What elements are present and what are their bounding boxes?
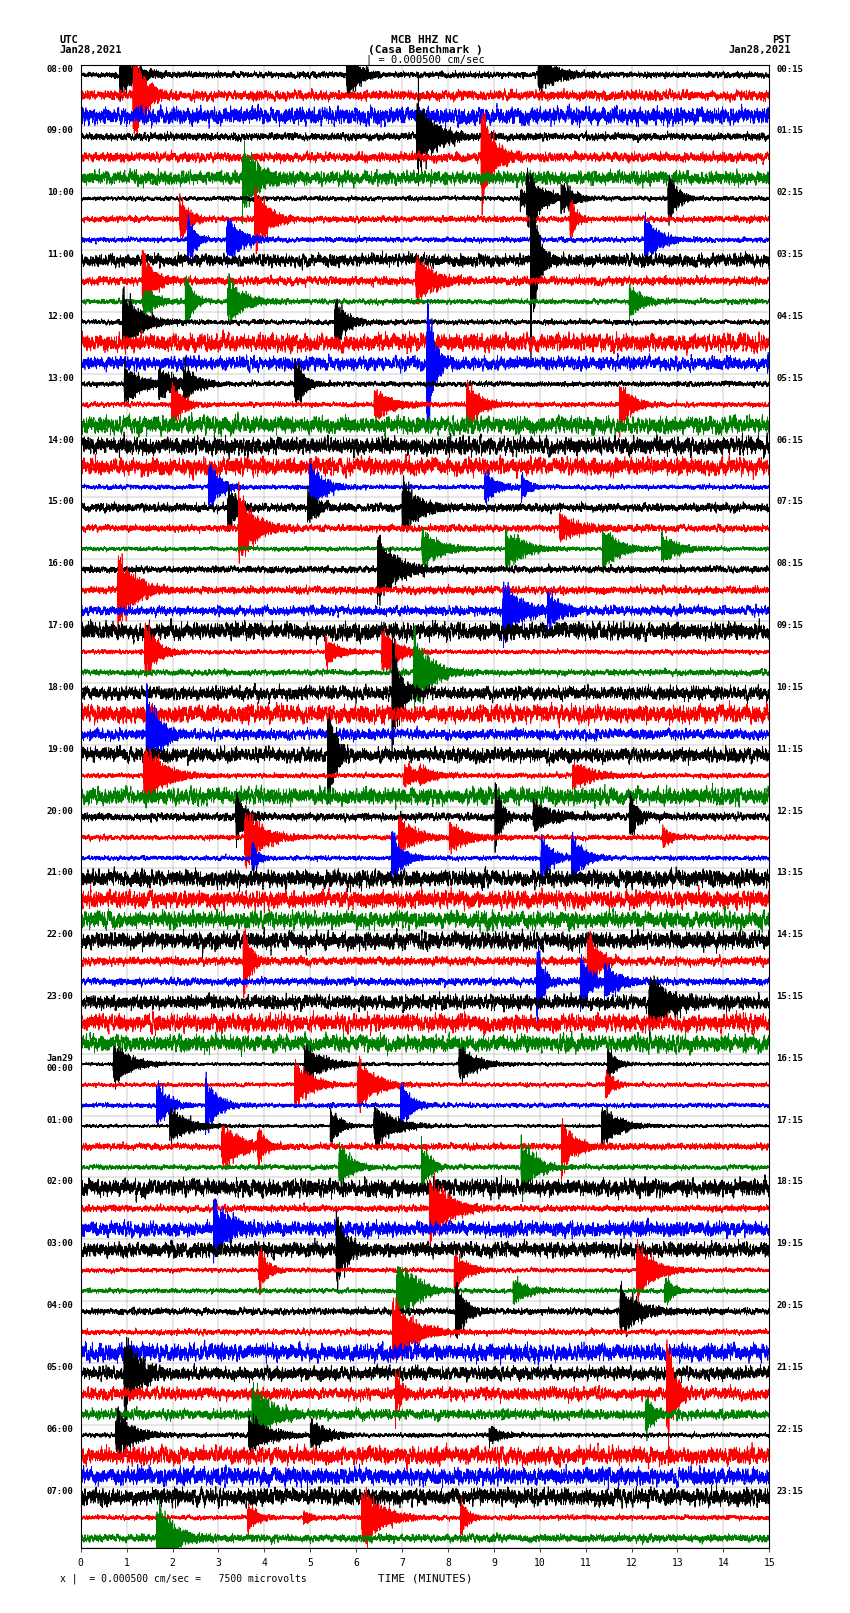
Text: 18:15: 18:15 [776,1177,803,1187]
Text: 18:00: 18:00 [47,682,74,692]
Text: 07:15: 07:15 [776,497,803,506]
Text: 05:15: 05:15 [776,374,803,382]
Text: 23:15: 23:15 [776,1487,803,1495]
Text: 14:00: 14:00 [47,436,74,445]
Text: 21:15: 21:15 [776,1363,803,1373]
Text: 09:15: 09:15 [776,621,803,631]
Text: 09:00: 09:00 [47,126,74,135]
Text: 16:00: 16:00 [47,560,74,568]
Text: 12:15: 12:15 [776,806,803,816]
Text: Jan28,2021: Jan28,2021 [728,45,791,55]
Text: 14:15: 14:15 [776,931,803,939]
Text: 11:15: 11:15 [776,745,803,753]
Text: MCB HHZ NC: MCB HHZ NC [391,35,459,45]
Text: 01:00: 01:00 [47,1116,74,1124]
Text: 12:00: 12:00 [47,311,74,321]
Text: 05:00: 05:00 [47,1363,74,1373]
Text: 07:00: 07:00 [47,1487,74,1495]
Text: x |  = 0.000500 cm/sec =   7500 microvolts: x | = 0.000500 cm/sec = 7500 microvolts [60,1573,306,1584]
Text: UTC: UTC [60,35,78,45]
X-axis label: TIME (MINUTES): TIME (MINUTES) [377,1573,473,1582]
Text: | = 0.000500 cm/sec: | = 0.000500 cm/sec [366,55,484,66]
Text: 19:15: 19:15 [776,1239,803,1248]
Text: 22:00: 22:00 [47,931,74,939]
Text: 01:15: 01:15 [776,126,803,135]
Text: 00:15: 00:15 [776,65,803,74]
Text: Jan28,2021: Jan28,2021 [60,45,122,55]
Text: 03:15: 03:15 [776,250,803,260]
Text: 19:00: 19:00 [47,745,74,753]
Text: 06:00: 06:00 [47,1424,74,1434]
Text: 20:00: 20:00 [47,806,74,816]
Text: 10:15: 10:15 [776,682,803,692]
Text: 04:15: 04:15 [776,311,803,321]
Text: 03:00: 03:00 [47,1239,74,1248]
Text: 13:00: 13:00 [47,374,74,382]
Text: 22:15: 22:15 [776,1424,803,1434]
Text: 17:15: 17:15 [776,1116,803,1124]
Text: 10:00: 10:00 [47,189,74,197]
Text: 21:00: 21:00 [47,868,74,877]
Text: 06:15: 06:15 [776,436,803,445]
Text: (Casa Benchmark ): (Casa Benchmark ) [367,45,483,55]
Text: 02:15: 02:15 [776,189,803,197]
Text: 20:15: 20:15 [776,1302,803,1310]
Text: 15:00: 15:00 [47,497,74,506]
Text: 02:00: 02:00 [47,1177,74,1187]
Text: 23:00: 23:00 [47,992,74,1002]
Text: 17:00: 17:00 [47,621,74,631]
Text: Jan29
00:00: Jan29 00:00 [47,1053,74,1073]
Text: 16:15: 16:15 [776,1053,803,1063]
Text: 08:00: 08:00 [47,65,74,74]
Text: PST: PST [772,35,791,45]
Text: 13:15: 13:15 [776,868,803,877]
Text: 08:15: 08:15 [776,560,803,568]
Text: 04:00: 04:00 [47,1302,74,1310]
Text: 11:00: 11:00 [47,250,74,260]
Text: 15:15: 15:15 [776,992,803,1002]
